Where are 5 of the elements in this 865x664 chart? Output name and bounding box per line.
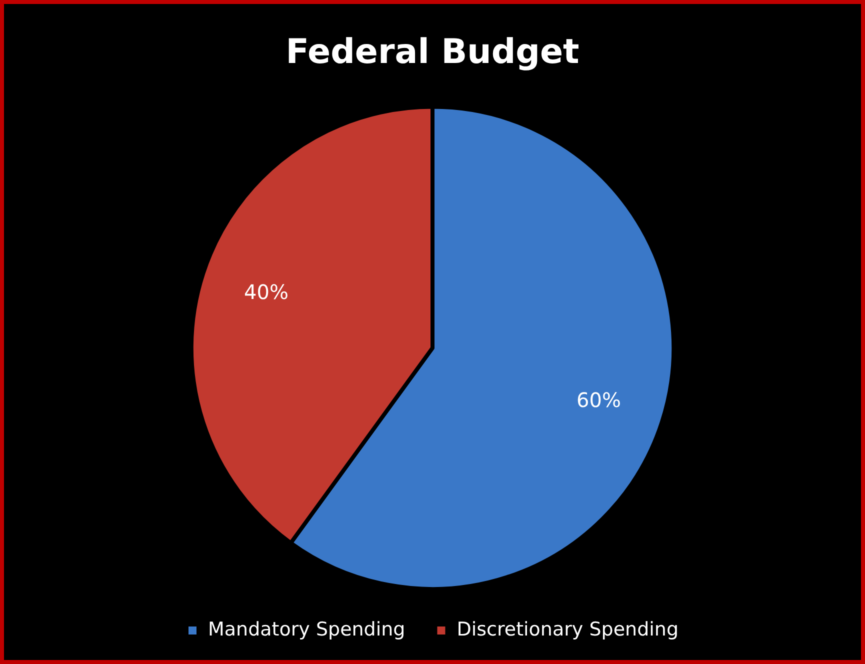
- data-label: 40%: [244, 280, 288, 304]
- legend-label: Discretionary Spending: [456, 618, 679, 640]
- data-label: 60%: [576, 388, 621, 412]
- legend-label: Mandatory Spending: [208, 618, 406, 640]
- chart-title: Federal Budget: [286, 32, 580, 72]
